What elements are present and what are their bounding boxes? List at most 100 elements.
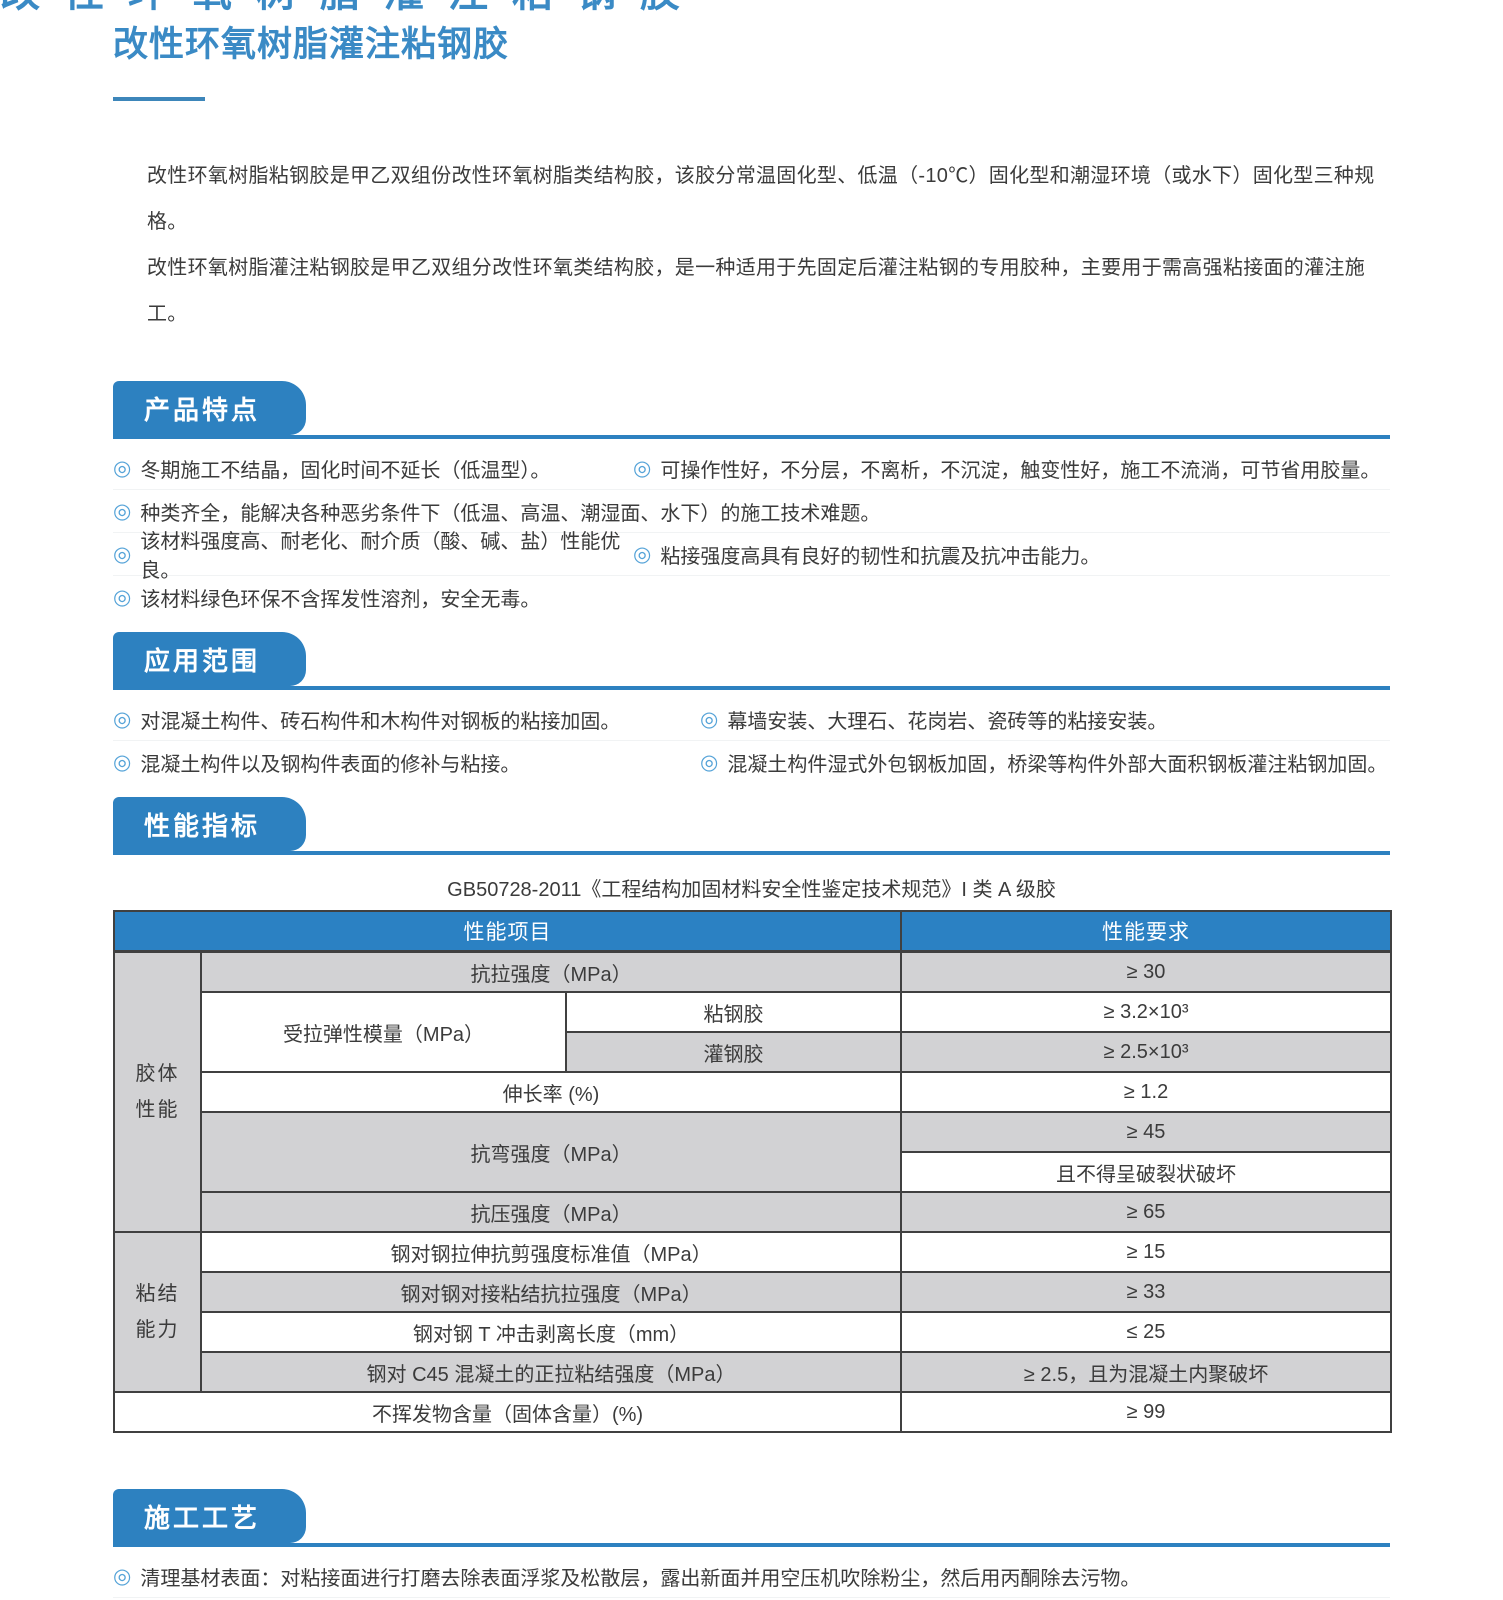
table-value-cell: ≤ 25	[900, 1311, 1393, 1353]
table-row: 抗压强度（MPa） ≥ 65	[114, 1191, 1393, 1233]
bullet-item: ◎ 混凝土构件湿式外包钢板加固，桥梁等构件外部大面积钢板灌注粘钢加固。	[700, 748, 1387, 777]
table-value-cell: ≥ 65	[900, 1191, 1393, 1233]
page-title: 改性环氧树脂灌注粘钢胶	[113, 25, 510, 64]
bullet-list-features: ◎ 冬期施工不结晶，固化时间不延长（低温型）。 ◎ 可操作性好，不分层，不离析，不沉淀…	[113, 439, 1390, 618]
table-value-cell: ≥ 30	[900, 950, 1393, 993]
section-features: 产品特点 ◎ 冬期施工不结晶，固化时间不延长（低温型）。 ◎ 可操作性好，不分层，不离析…	[113, 381, 1390, 618]
bullet-item: ◎ 对混凝土构件、砖石构件和木构件对钢板的粘接加固。	[113, 705, 700, 734]
bullet-icon: ◎	[113, 456, 132, 480]
bullet-item: ◎ 清理基材表面：对粘接面进行打磨去除表面浮浆及松散层，露出新面并用空压机吹除粉尘…	[113, 1562, 1140, 1591]
bullet-icon: ◎	[633, 542, 652, 566]
section-performance: 性能指标 GB50728-2011《工程结构加固材料安全性鉴定技术规范》I 类 A…	[112, 797, 1393, 1433]
section-rule-performance: 性能指标	[113, 797, 1390, 855]
table-label-cell: 钢对 C45 混凝土的正拉粘结强度（MPa）	[199, 1351, 903, 1393]
section-tab-performance: 性能指标	[113, 797, 307, 851]
cropped-text-top: 改性环氧树脂灌注粘钢胶	[0, 0, 1503, 12]
table-label-cell: 灌钢胶	[564, 1031, 903, 1073]
bullet-icon: ◎	[700, 707, 719, 731]
intro: 改性环氧树脂粘钢胶是甲乙双组份改性环氧树脂类结构胶，该胶分常温固化型、低温（-1…	[113, 153, 1390, 337]
table-value-cell: ≥ 45	[900, 1111, 1393, 1153]
table-label-cell: 抗压强度（MPa）	[199, 1191, 903, 1233]
bullet-icon: ◎	[700, 750, 719, 774]
bullet-text: 清理基材表面：对粘接面进行打磨去除表面浮浆及松散层，露出新面并用空压机吹除粉尘，…	[140, 1567, 1141, 1590]
table-value-cell: ≥ 3.2×10³	[900, 991, 1393, 1033]
bullet-list-applications: ◎ 对混凝土构件、砖石构件和木构件对钢板的粘接加固。 ◎ 幕墙安装、大理石、花岗岩、瓷…	[113, 690, 1390, 783]
bullet-item: ◎ 种类齐全，能解决各种恶劣条件下（低温、高温、潮湿面、水下）的施工技术难题。	[113, 497, 880, 526]
table-group-cell: 粘结能力	[113, 1231, 202, 1393]
table-label-cell: 粘钢胶	[564, 991, 903, 1033]
intro-line: 改性环氧树脂灌注粘钢胶是甲乙双组分改性环氧类结构胶，是一种适用于先固定后灌注粘钢…	[147, 257, 1365, 325]
table-label-cell: 钢对钢对接粘结抗拉强度（MPa）	[199, 1271, 903, 1313]
bullet-item: ◎ 粘接强度高具有良好的韧性和抗震及抗冲击能力。	[633, 540, 1100, 569]
table-value-cell: ≥ 33	[900, 1271, 1393, 1313]
table-group-cell: 胶体性能	[113, 950, 202, 1233]
bullet-row: ◎ 该材料绿色环保不含挥发性溶剂，安全无毒。	[113, 575, 1390, 618]
bullet-item: ◎ 可操作性好，不分层，不离析，不沉淀，触变性好，施工不流淌，可节省用胶量。	[633, 454, 1380, 483]
performance-table: 性能项目 性能要求 胶体性能 抗拉强度（MPa） ≥ 30 受拉弹性模量（MPa） 粘钢胶 ≥…	[112, 910, 1393, 1433]
section-tab-applications: 应用范围	[113, 632, 307, 686]
bullet-text: 可操作性好，不分层，不离析，不沉淀，触变性好，施工不流淌，可节省用胶量。	[660, 459, 1381, 482]
section-rule-process: 施工工艺	[113, 1489, 1390, 1547]
bullet-item: ◎ 冬期施工不结晶，固化时间不延长（低温型）。	[113, 454, 633, 483]
bullet-icon: ◎	[113, 542, 132, 566]
bullet-item: ◎ 该材料强度高、耐老化、耐介质（酸、碱、盐）性能优良。	[113, 525, 633, 583]
title-underline	[113, 97, 205, 101]
bullet-row: ◎钢板表面除锈：可用喷砂、砂布或钢丝刷等进行打磨抛光，直到出现金属光泽为止。	[113, 1597, 1390, 1600]
section-applications: 应用范围 ◎ 对混凝土构件、砖石构件和木构件对钢板的粘接加固。 ◎ 幕墙安装、大理石、花…	[113, 632, 1390, 783]
bullet-icon: ◎	[113, 750, 132, 774]
table-row: 受拉弹性模量（MPa） 粘钢胶 ≥ 3.2×10³	[114, 991, 1393, 1073]
bullet-text: 幕墙安装、大理石、花岗岩、瓷砖等的粘接安装。	[727, 710, 1168, 733]
bullet-text: 种类齐全，能解决各种恶劣条件下（低温、高温、潮湿面、水下）的施工技术难题。	[140, 502, 881, 525]
bullet-text: 对混凝土构件、砖石构件和木构件对钢板的粘接加固。	[140, 710, 621, 733]
bullet-icon: ◎	[113, 499, 132, 523]
table-label-cell: 钢对钢 T 冲击剥离长度（mm）	[199, 1311, 903, 1353]
bullet-item: ◎ 该材料绿色环保不含挥发性溶剂，安全无毒。	[113, 583, 540, 612]
table-row: 灌钢胶 ≥ 2.5×10³	[114, 1031, 1393, 1073]
section-rule-features: 产品特点	[113, 381, 1390, 439]
table-row: 粘结能力 钢对钢拉伸抗剪强度标准值（MPa） ≥ 15	[113, 1231, 1393, 1393]
bullet-row: ◎ 种类齐全，能解决各种恶劣条件下（低温、高温、潮湿面、水下）的施工技术难题。	[113, 489, 1390, 532]
bullet-icon: ◎	[113, 585, 132, 609]
table-row: 钢对 C45 混凝土的正拉粘结强度（MPa） ≥ 2.5，且为混凝土内聚破坏	[114, 1351, 1393, 1393]
bullet-text: 混凝土构件湿式外包钢板加固，桥梁等构件外部大面积钢板灌注粘钢加固。	[727, 753, 1388, 776]
table-label-cell: 抗弯强度（MPa）	[199, 1111, 903, 1193]
bullet-text: 该材料强度高、耐老化、耐介质（酸、碱、盐）性能优良。	[140, 531, 621, 582]
performance-caption: GB50728-2011《工程结构加固材料安全性鉴定技术规范》I 类 A 级胶	[447, 879, 1056, 901]
table-row: 且不得呈破裂状破坏	[114, 1151, 1393, 1193]
bullet-item: ◎ 幕墙安装、大理石、花岗岩、瓷砖等的粘接安装。	[700, 705, 1167, 734]
table-header-row: 性能项目 性能要求	[112, 910, 1393, 953]
table-value-cell: ≥ 2.5，且为混凝土内聚破坏	[900, 1351, 1393, 1393]
sections: 产品特点 ◎ 冬期施工不结晶，固化时间不延长（低温型）。 ◎ 可操作性好，不分层，不离析…	[112, 381, 1393, 1600]
table-header-cell: 性能要求	[900, 910, 1393, 953]
table-label-cell: 钢对钢拉伸抗剪强度标准值（MPa）	[199, 1231, 903, 1273]
page-root: 改性环氧树脂灌注粘钢胶 改性环氧树脂粘钢胶是甲乙双组份改性环氧树脂类结构胶，该胶…	[112, 16, 1393, 1600]
table-value-cell: ≥ 1.2	[900, 1071, 1393, 1113]
table-value-cell: 且不得呈破裂状破坏	[900, 1151, 1393, 1193]
table-value-cell: ≥ 15	[900, 1231, 1393, 1273]
section-tab-process: 施工工艺	[113, 1489, 307, 1543]
table-label-cell: 伸长率 (%)	[199, 1071, 903, 1113]
intro-line: 改性环氧树脂粘钢胶是甲乙双组份改性环氧树脂类结构胶，该胶分常温固化型、低温（-1…	[147, 165, 1375, 233]
bullet-row: ◎ 冬期施工不结晶，固化时间不延长（低温型）。 ◎ 可操作性好，不分层，不离析，不沉淀…	[113, 447, 1390, 489]
table-label-cell: 抗拉强度（MPa）	[199, 950, 903, 993]
table-label-cell: 不挥发物含量（固体含量）(%)	[112, 1391, 903, 1433]
table-header-cell: 性能项目	[112, 910, 903, 953]
bullet-row: ◎ 清理基材表面：对粘接面进行打磨去除表面浮浆及松散层，露出新面并用空压机吹除粉尘…	[113, 1555, 1390, 1597]
table-row: 抗弯强度（MPa） ≥ 45	[114, 1111, 1393, 1193]
table-value-cell: ≥ 99	[900, 1391, 1393, 1433]
bullet-icon: ◎	[113, 707, 132, 731]
section-process: 施工工艺 ◎ 清理基材表面：对粘接面进行打磨去除表面浮浆及松散层，露出新面并用空压机…	[113, 1489, 1390, 1600]
bullet-row: ◎ 该材料强度高、耐老化、耐介质（酸、碱、盐）性能优良。 ◎ 粘接强度高具有良好的韧性…	[113, 531, 1390, 582]
section-tab-features: 产品特点	[113, 381, 307, 435]
section-rule-applications: 应用范围	[113, 632, 1390, 690]
table-value-cell: ≥ 2.5×10³	[900, 1031, 1393, 1073]
table-row: 钢对钢 T 冲击剥离长度（mm） ≤ 25	[114, 1311, 1393, 1353]
bullet-icon: ◎	[113, 1564, 132, 1588]
table-row: 不挥发物含量（固体含量）(%) ≥ 99	[112, 1391, 1393, 1433]
bullet-text: 冬期施工不结晶，固化时间不延长（低温型）。	[140, 459, 551, 482]
bullet-text: 该材料绿色环保不含挥发性溶剂，安全无毒。	[140, 588, 541, 611]
bullet-row: ◎ 混凝土构件以及钢构件表面的修补与粘接。 ◎ 混凝土构件湿式外包钢板加固，桥梁等构件…	[113, 740, 1390, 783]
table-row: 胶体性能 抗拉强度（MPa） ≥ 30	[113, 950, 1393, 1233]
table-row: 伸长率 (%) ≥ 1.2	[114, 1071, 1393, 1113]
bullet-icon: ◎	[633, 456, 652, 480]
